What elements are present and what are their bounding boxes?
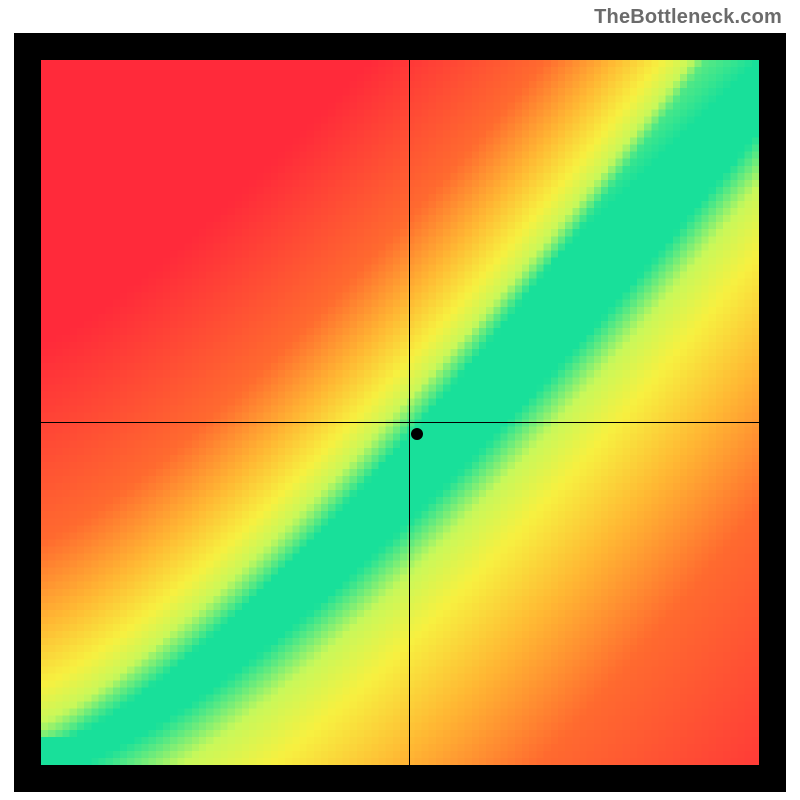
attribution-text: TheBottleneck.com xyxy=(594,6,782,29)
crosshair-horizontal xyxy=(41,422,759,423)
crosshair-vertical xyxy=(409,60,410,765)
plot-area xyxy=(41,60,759,765)
chart-container: TheBottleneck.com xyxy=(0,0,800,800)
data-point-marker xyxy=(411,428,423,440)
plot-frame xyxy=(14,33,786,792)
heatmap-canvas xyxy=(41,60,759,765)
